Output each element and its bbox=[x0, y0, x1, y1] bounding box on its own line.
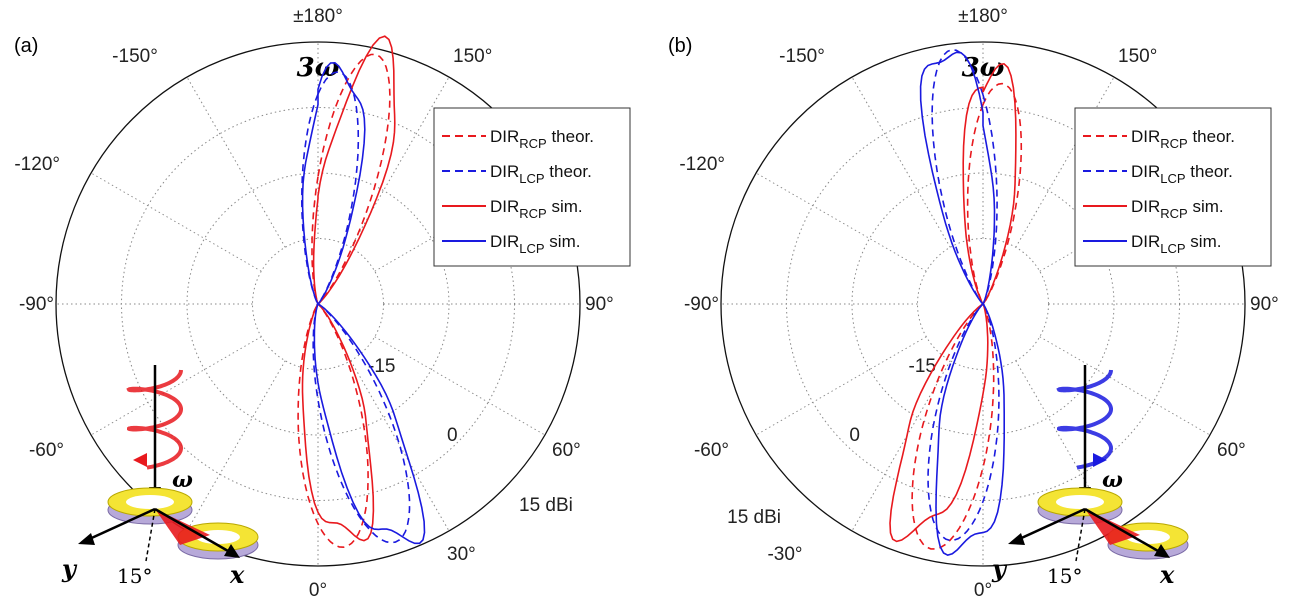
ring-resonator-hole bbox=[1056, 495, 1104, 509]
series-line bbox=[890, 64, 1016, 542]
y-axis-arrowhead bbox=[78, 533, 95, 545]
tilt-angle-label: 15° bbox=[117, 564, 152, 588]
polar-grid-spoke bbox=[1040, 337, 1210, 435]
radial-tick-label: 15 dBi bbox=[727, 507, 781, 528]
wave-arrowhead bbox=[1093, 453, 1107, 467]
polar-grid-spoke bbox=[187, 361, 285, 531]
panel-a: ±180° 150° -150° -120° -90° 90° -60° 60° 30° 0° -1… bbox=[14, 6, 630, 601]
angle-tick-label: 150° bbox=[1118, 46, 1157, 67]
angle-tick-label: 0° bbox=[309, 580, 327, 601]
angle-tick-label: 90° bbox=[585, 294, 614, 315]
incidence-inset: ω y x 15° bbox=[61, 365, 258, 589]
angle-tick-label: -30° bbox=[767, 544, 802, 565]
x-axis-label: x bbox=[229, 560, 245, 589]
frequency-label: 3ω bbox=[297, 53, 340, 83]
y-axis-label: y bbox=[991, 554, 1008, 583]
angle-tick-label: ±180° bbox=[958, 6, 1008, 27]
y-axis-arrowhead bbox=[1008, 533, 1025, 545]
polar-grid-spoke bbox=[852, 77, 950, 247]
legend: DIRRCP theor.DIRLCP theor.DIRRCP sim.DIR… bbox=[1075, 108, 1271, 266]
tilt-angle-label: 15° bbox=[1047, 564, 1082, 588]
omega-label: ω bbox=[1102, 467, 1123, 493]
incidence-inset: ω y x 15° bbox=[991, 365, 1188, 589]
panel-label: (b) bbox=[668, 35, 692, 57]
angle-tick-label: -150° bbox=[779, 46, 825, 67]
angle-tick-label: -120° bbox=[14, 154, 60, 175]
radial-tick-label: 0 bbox=[849, 425, 860, 446]
y-axis-label: y bbox=[61, 554, 78, 583]
legend: DIRRCP theor.DIRLCP theor.DIRRCP sim.DIR… bbox=[434, 108, 630, 266]
polar-grid-spoke bbox=[91, 337, 261, 435]
polar-grid-spoke bbox=[351, 361, 449, 531]
ring-resonator-hole bbox=[126, 495, 174, 509]
omega-label: ω bbox=[172, 467, 193, 493]
radial-tick-label: 0 bbox=[447, 425, 458, 446]
polar-grid-spoke bbox=[756, 173, 926, 271]
angle-tick-label: 30° bbox=[447, 544, 476, 565]
radial-tick-label: -15 bbox=[368, 356, 395, 377]
polar-grid-spoke bbox=[756, 337, 926, 435]
polar-grid-spoke bbox=[91, 173, 261, 271]
radial-tick-label: 15 dBi bbox=[519, 495, 573, 516]
angle-tick-label: ±180° bbox=[293, 6, 343, 27]
panel-b: ±180° 150° -150° -120° -90° 90° -60° 60° -30° 0° -… bbox=[668, 6, 1279, 601]
angle-tick-label: -90° bbox=[684, 294, 719, 315]
frequency-label: 3ω bbox=[962, 53, 1005, 83]
angle-tick-label: -120° bbox=[679, 154, 725, 175]
angle-tick-label: -60° bbox=[694, 440, 729, 461]
angle-tick-label: 150° bbox=[453, 46, 492, 67]
radial-tick-label: -15 bbox=[909, 356, 936, 377]
angle-tick-label: 60° bbox=[552, 440, 581, 461]
panel-label: (a) bbox=[14, 35, 38, 57]
wave-arrowhead bbox=[133, 453, 147, 467]
angle-tick-label: -150° bbox=[112, 46, 158, 67]
angle-tick-label: -60° bbox=[29, 440, 64, 461]
series-line bbox=[298, 54, 390, 547]
angle-tick-label: 90° bbox=[1250, 294, 1279, 315]
polar-grid-spoke bbox=[375, 337, 545, 435]
angle-tick-label: 60° bbox=[1217, 440, 1246, 461]
x-axis-label: x bbox=[1159, 560, 1175, 589]
polar-grid-spoke bbox=[187, 77, 285, 247]
angle-tick-label: 0° bbox=[974, 580, 992, 601]
angle-tick-label: -90° bbox=[19, 294, 54, 315]
